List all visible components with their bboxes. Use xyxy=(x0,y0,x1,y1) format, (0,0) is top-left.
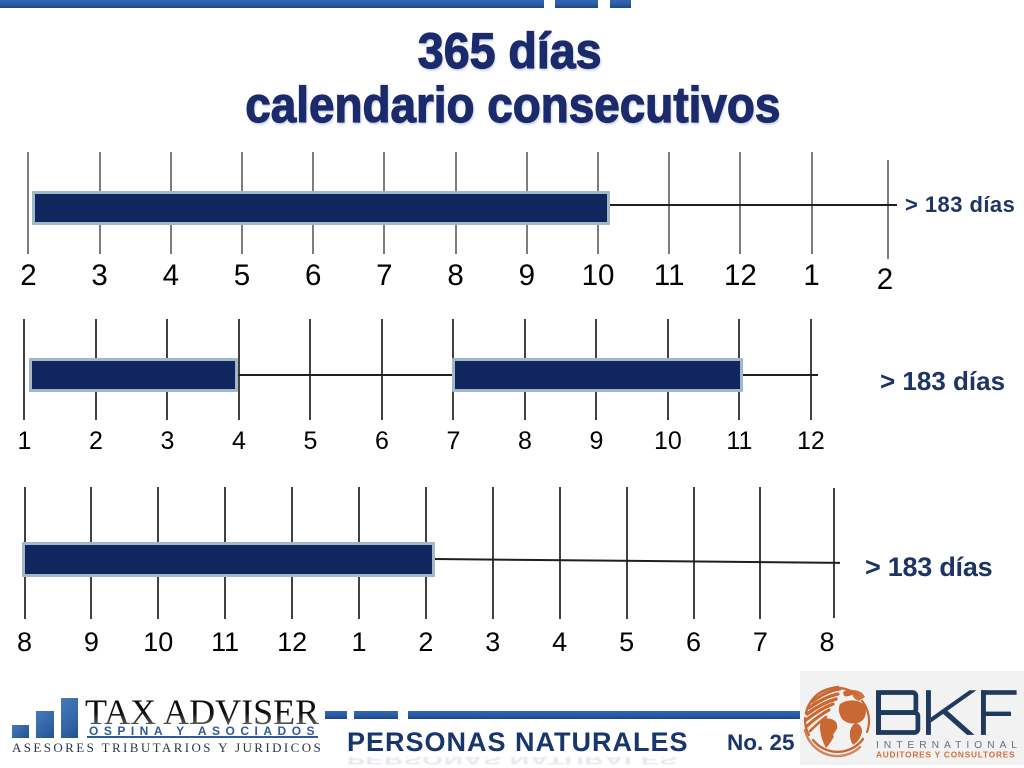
svg-text:AUDITORES Y CONSULTORES: AUDITORES Y CONSULTORES xyxy=(876,750,1015,760)
svg-text:INTERNATIONAL: INTERNATIONAL xyxy=(876,740,1022,751)
